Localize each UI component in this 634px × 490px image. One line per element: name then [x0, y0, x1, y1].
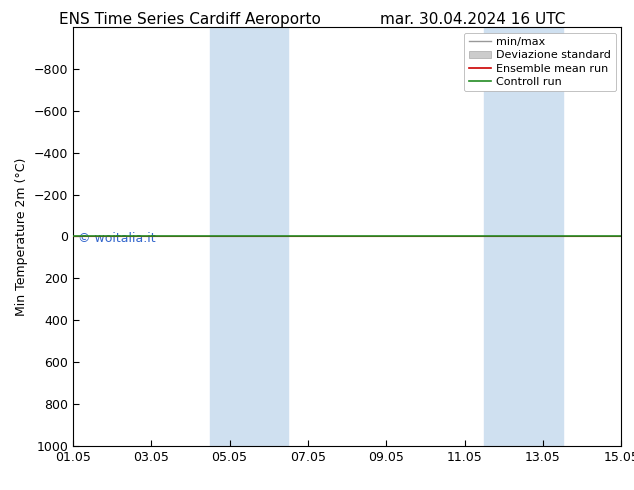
Text: ENS Time Series Cardiff Aeroporto: ENS Time Series Cardiff Aeroporto: [59, 12, 321, 27]
Bar: [210, 27, 288, 446]
Text: © woitalia.it: © woitalia.it: [79, 232, 156, 245]
Text: mar. 30.04.2024 16 UTC: mar. 30.04.2024 16 UTC: [380, 12, 565, 27]
Legend: min/max, Deviazione standard, Ensemble mean run, Controll run: min/max, Deviazione standard, Ensemble m…: [464, 32, 616, 92]
Bar: [484, 27, 562, 446]
Y-axis label: Min Temperature 2m (°C): Min Temperature 2m (°C): [15, 157, 28, 316]
